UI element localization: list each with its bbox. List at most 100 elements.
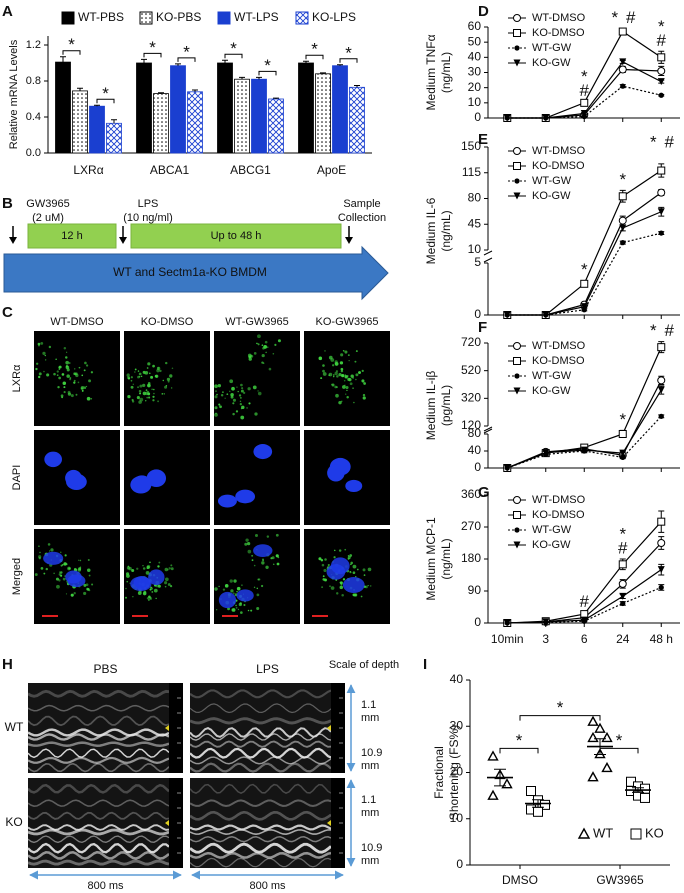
lxr-signal (235, 604, 237, 607)
column-label: KO-GW3965 (316, 316, 379, 328)
data-point (501, 778, 513, 789)
lxr-signal (241, 584, 243, 586)
lxr-signal (164, 581, 168, 585)
significance-label: # (580, 592, 590, 611)
lxr-signal (44, 359, 47, 361)
micrograph (124, 331, 210, 426)
lxr-signal (166, 377, 171, 382)
lxr-signal (38, 344, 40, 347)
lxr-signal (355, 373, 359, 377)
depth-value: 1.1 (361, 699, 376, 711)
lxr-signal (344, 375, 348, 379)
phase-box (27, 223, 117, 249)
lxr-signal (253, 564, 256, 567)
data-point (620, 454, 626, 460)
event-detail: (2 uM) (32, 212, 64, 224)
legend-label: KO-DMSO (532, 160, 585, 172)
lxr-signal (261, 353, 265, 358)
y-tick-label: 0 (474, 460, 481, 474)
legend-label: WT-LPS (234, 10, 279, 24)
lxr-signal (369, 585, 372, 587)
data-point (619, 58, 627, 66)
error-bar (222, 59, 228, 63)
lxr-signal (361, 369, 364, 372)
data-point (618, 192, 627, 201)
series-line (507, 415, 662, 469)
nucleus (65, 570, 82, 584)
lxr-signal (126, 580, 129, 583)
significance-label: * (581, 260, 588, 279)
x-tick-label: 48 h (650, 632, 673, 646)
error-bar (532, 799, 544, 808)
lxr-signal (350, 563, 352, 566)
lxr-signal (60, 394, 64, 398)
y-tick-label: 0 (456, 857, 463, 871)
lxr-signal (154, 374, 158, 378)
y-axis-label: (ng/mL) (439, 52, 453, 93)
significance-label: * (264, 56, 271, 75)
nucleus (326, 564, 346, 580)
lxr-signal (142, 383, 146, 387)
lxr-signal (85, 583, 89, 587)
echo-band (189, 717, 332, 725)
significance-label: * (516, 731, 523, 750)
data-point (618, 560, 627, 569)
lxr-signal (232, 398, 236, 402)
bar (136, 62, 152, 154)
nucleus (253, 444, 273, 460)
y-tick-label: 10 (468, 95, 482, 109)
lxr-signal (152, 399, 155, 402)
lxr-signal (360, 595, 363, 598)
error-bar (94, 104, 100, 107)
data-point (542, 618, 550, 626)
data-point (657, 66, 666, 75)
lxr-signal (131, 569, 135, 573)
significance-label: # (665, 321, 675, 340)
lxr-signal (241, 405, 245, 410)
lxr-signal (239, 400, 242, 403)
lxr-signal (134, 371, 136, 373)
lxr-signal (219, 405, 222, 409)
cells-arrow (3, 245, 389, 301)
row-label: DAPI (11, 465, 23, 491)
significance-label: * (619, 524, 626, 543)
lxr-signal (164, 585, 167, 588)
lxr-signal (323, 568, 327, 572)
legend-marker (513, 192, 521, 200)
lxr-signal (132, 383, 134, 385)
legend-marker (513, 29, 521, 37)
lxr-signal (142, 564, 144, 567)
lxr-signal (138, 389, 142, 393)
legend-marker (513, 59, 521, 67)
lxr-signal (88, 379, 91, 383)
lxr-signal (153, 388, 155, 391)
legend-label: WT-GW (532, 42, 572, 54)
lxr-signal (246, 407, 248, 409)
lxr-signal (341, 593, 344, 597)
lxr-signal (340, 353, 344, 357)
depth-strip (331, 778, 345, 868)
echo-band (27, 715, 170, 727)
lxr-signal (56, 584, 60, 589)
lxr-signal (149, 372, 151, 375)
echo-band (27, 728, 170, 737)
time-scale-label: 800 ms (249, 880, 286, 892)
lxr-signal (346, 396, 349, 399)
event-arrow-head (345, 237, 353, 244)
lxr-signal (73, 379, 76, 382)
lxr-signal (83, 369, 86, 372)
lxr-signal (265, 565, 269, 569)
legend-label: WT-DMSO (532, 494, 586, 506)
lxr-signal (170, 387, 173, 389)
lxr-signal (232, 412, 235, 416)
lxr-signal (362, 393, 366, 397)
lxr-signal (146, 565, 150, 570)
bar (251, 78, 267, 154)
lxr-signal (216, 609, 218, 611)
data-point (620, 600, 626, 607)
echo-band (189, 727, 332, 738)
y-tick-label: 0.0 (26, 147, 41, 159)
lxr-signal (352, 564, 357, 569)
significance-label: * (230, 39, 237, 58)
